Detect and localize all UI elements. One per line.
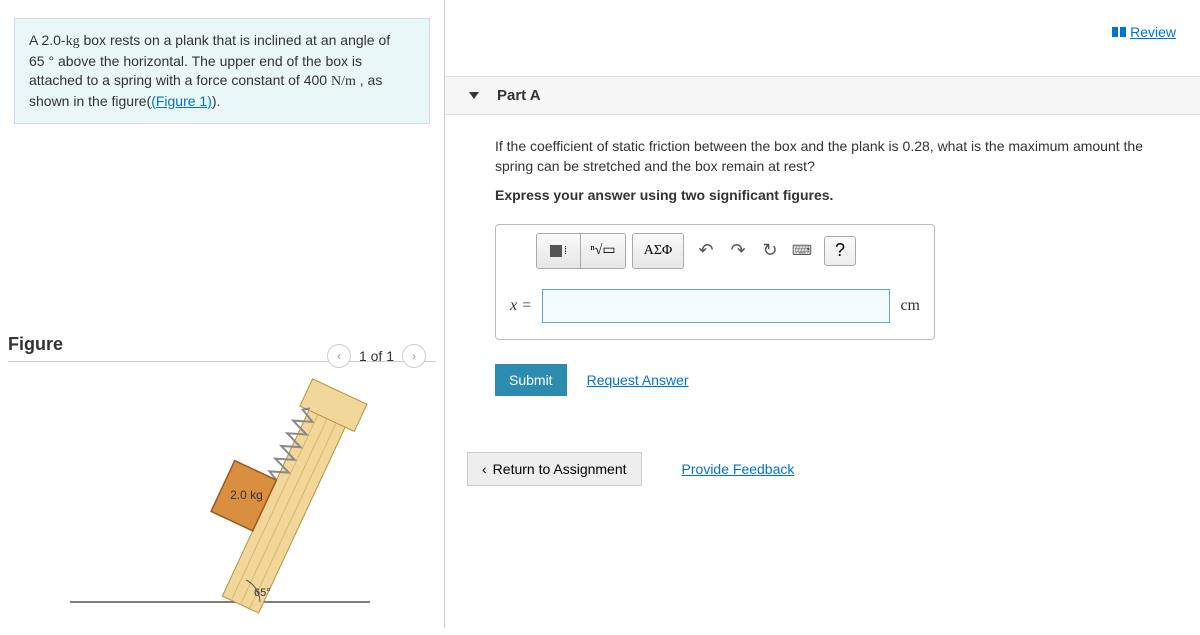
return-label: Return to Assignment [493, 461, 627, 477]
review-link[interactable]: Review [1112, 24, 1176, 40]
formula-toolbar: ⁞ ⁿ√▭ ΑΣΦ ↶ ↷ ↻ ⌨ ? [496, 225, 934, 277]
problem-text: A 2.0-kg box rests on a plank that is in… [29, 32, 390, 109]
submit-button[interactable]: Submit [495, 364, 567, 396]
caret-down-icon [469, 92, 479, 99]
figure-link[interactable]: (Figure 1) [151, 93, 212, 109]
template-button[interactable]: ⁞ [537, 234, 581, 268]
figure-counter: 1 of 1 [359, 348, 394, 364]
figure-next-button[interactable]: › [402, 344, 426, 368]
answer-input[interactable] [542, 289, 891, 323]
keyboard-button[interactable]: ⌨ [786, 234, 818, 268]
help-button[interactable]: ? [824, 236, 856, 266]
request-answer-link[interactable]: Request Answer [587, 372, 689, 388]
figure-diagram: 2.0 kg 65° [0, 372, 444, 622]
question-text: If the coefficient of static friction be… [495, 137, 1172, 176]
undo-button[interactable]: ↶ [690, 234, 722, 268]
figure-prev-button[interactable]: ‹ [327, 344, 351, 368]
sqrt-button[interactable]: ⁿ√▭ [581, 234, 625, 268]
book-icon [1112, 27, 1126, 37]
return-button[interactable]: ‹ Return to Assignment [467, 452, 642, 486]
problem-statement: A 2.0-kg box rests on a plank that is in… [14, 18, 430, 124]
svg-text:65°: 65° [254, 587, 271, 599]
redo-button[interactable]: ↷ [722, 234, 754, 268]
part-title: Part A [497, 87, 541, 104]
figure-nav: ‹ 1 of 1 › [327, 344, 426, 368]
svg-text:2.0 kg: 2.0 kg [230, 488, 263, 502]
instruction-text: Express your answer using two significan… [495, 186, 1172, 206]
part-header[interactable]: Part A [445, 76, 1200, 115]
reset-button[interactable]: ↻ [754, 234, 786, 268]
chevron-left-icon: ‹ [482, 461, 487, 477]
review-label: Review [1130, 24, 1176, 40]
variable-label: x = [510, 295, 532, 317]
unit-label: cm [900, 295, 920, 317]
answer-box: ⁞ ⁿ√▭ ΑΣΦ ↶ ↷ ↻ ⌨ ? x = cm [495, 224, 935, 340]
provide-feedback-link[interactable]: Provide Feedback [682, 461, 795, 477]
greek-button[interactable]: ΑΣΦ [633, 234, 683, 268]
